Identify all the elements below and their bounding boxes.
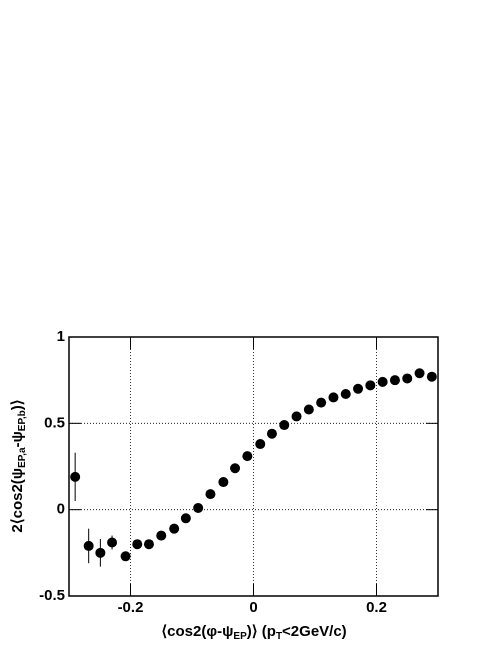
data-point <box>132 539 143 550</box>
x-tick-label: 0 <box>249 599 257 616</box>
label-part: ⟨cos2(φ-ψ <box>161 623 233 640</box>
label-part: )⟩ <box>9 399 26 410</box>
data-point <box>340 388 351 399</box>
y-tick-label: 0 <box>57 501 65 518</box>
data-point <box>70 471 81 482</box>
data-point <box>414 368 425 379</box>
data-point <box>205 489 216 500</box>
data-point <box>169 523 180 534</box>
data-point <box>230 463 241 474</box>
data-point <box>266 428 277 439</box>
x-tick-label: 0.2 <box>366 599 387 616</box>
data-point <box>107 537 118 548</box>
y-tick-label: 1 <box>57 328 65 345</box>
data-point <box>193 502 204 513</box>
data-point <box>143 539 154 550</box>
label-part: EP,a <box>17 447 28 468</box>
x-axis-label: ⟨cos2(φ-ψEP)⟩ (pT<2GeV/c) <box>161 623 346 642</box>
data-point <box>242 451 253 462</box>
data-point <box>377 376 388 387</box>
label-part: T <box>276 631 282 642</box>
data-point <box>316 397 327 408</box>
data-point <box>402 373 413 384</box>
data-point <box>291 411 302 422</box>
data-point <box>389 375 400 386</box>
label-part: EP <box>233 631 247 642</box>
data-point <box>218 477 229 488</box>
data-point <box>83 540 94 551</box>
data-point <box>180 513 191 524</box>
data-point <box>303 404 314 415</box>
data-point <box>426 371 437 382</box>
y-axis-label: 2⟨cos2(ψEP,a-ψEP,b)⟩ <box>9 399 28 532</box>
data-point <box>328 392 339 403</box>
data-point <box>365 380 376 391</box>
data-point <box>279 420 290 431</box>
data-point <box>156 530 167 541</box>
label-part: 2⟨cos2(ψ <box>9 468 26 533</box>
data-point <box>95 547 106 558</box>
data-point <box>255 439 266 450</box>
data-point <box>353 383 364 394</box>
y-tick-label: 0.5 <box>44 414 65 431</box>
plot-frame <box>68 336 439 597</box>
data-point <box>120 551 131 562</box>
label-part: )⟩ (p <box>247 623 276 640</box>
label-part: EP,b <box>17 410 28 431</box>
label-part: <2GeV/c) <box>282 623 347 640</box>
label-part: -ψ <box>9 431 26 447</box>
y-tick-label: -0.5 <box>39 587 65 604</box>
x-tick-label: -0.2 <box>118 599 144 616</box>
